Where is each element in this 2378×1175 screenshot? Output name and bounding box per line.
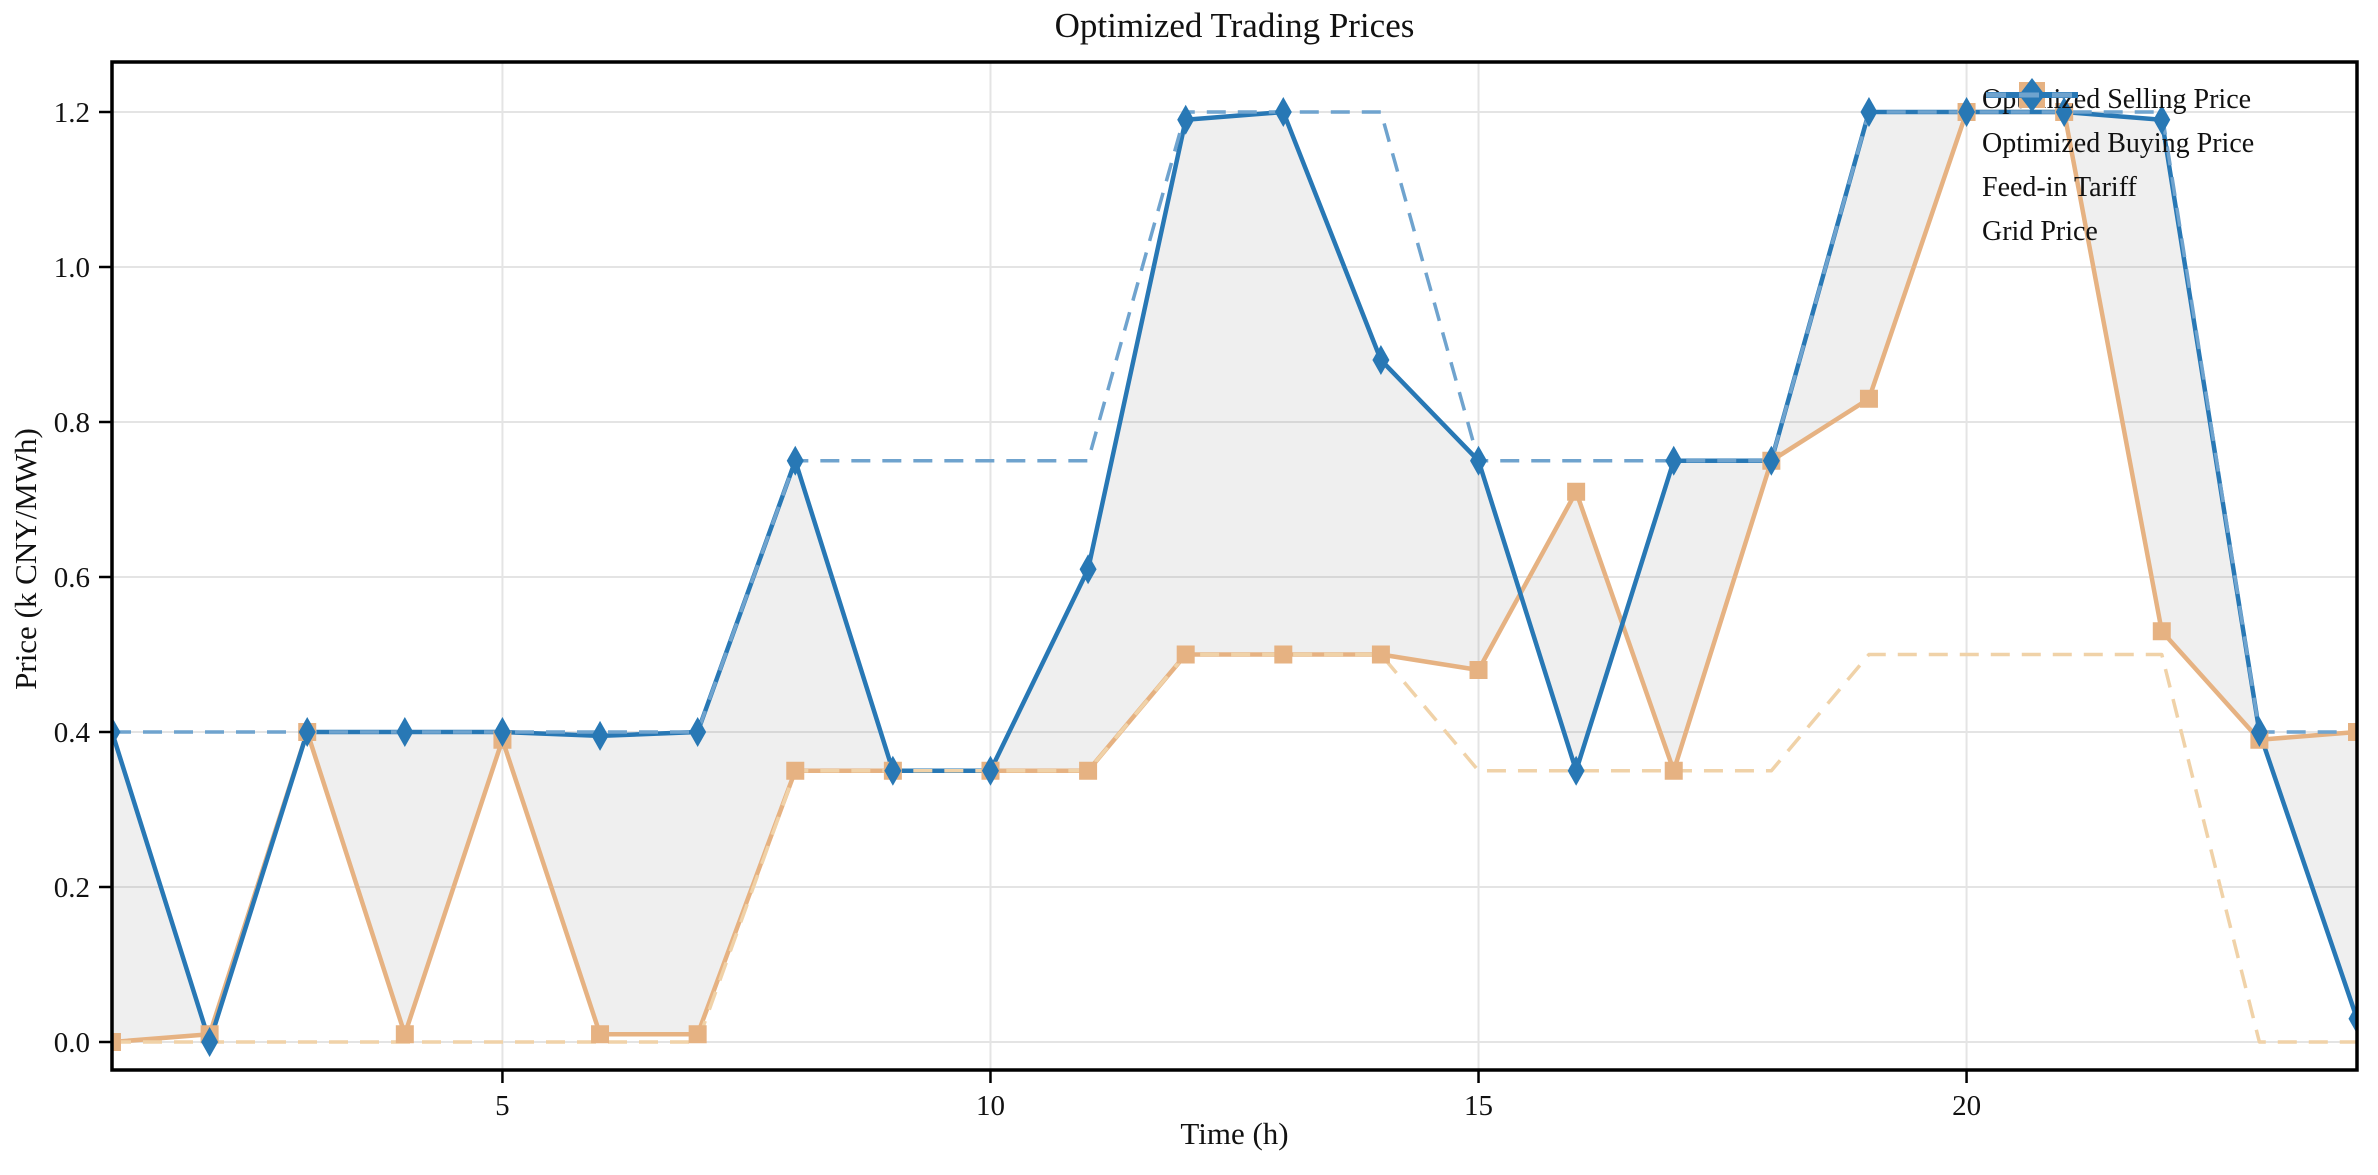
- legend-item-feed-in-tariff: Feed-in Tariff: [1982, 92, 2254, 210]
- y-tick-label: 1.2: [54, 97, 90, 129]
- y-tick-label: 1.0: [54, 252, 90, 284]
- y-tick-label: 0.8: [54, 407, 90, 439]
- data-point-diamond: [1274, 97, 1292, 127]
- x-axis-label: Time (h): [1180, 1116, 1289, 1151]
- data-point-diamond: [1567, 755, 1585, 786]
- x-tick-label: 5: [495, 1090, 510, 1122]
- x-tick-label: 15: [1464, 1090, 1493, 1122]
- legend-item-buying: Optimized Buying Price: [1982, 78, 2255, 166]
- data-point-diamond: [493, 717, 511, 747]
- data-point-diamond: [786, 445, 804, 476]
- data-point-square: [1859, 389, 1878, 408]
- data-point-diamond: [1470, 445, 1488, 476]
- data-point-square: [1664, 761, 1683, 780]
- y-axis-label: Price (k CNY/MWh): [8, 428, 43, 690]
- x-tick-label: 10: [976, 1090, 1005, 1122]
- data-point-diamond: [112, 717, 121, 747]
- legend-item-grid-price: Grid Price: [1982, 92, 2254, 254]
- legend-label: Feed-in Tariff: [1982, 172, 2137, 203]
- data-point-diamond: [2153, 104, 2171, 135]
- series-line-3: [112, 652, 2357, 1044]
- x-tick-label: 20: [1952, 1090, 1981, 1122]
- data-point-diamond: [396, 717, 414, 747]
- legend: Optimized Selling Price Optimized Buying…: [1982, 78, 2254, 254]
- data-point-diamond: [2250, 717, 2268, 747]
- data-point-square: [591, 1025, 610, 1044]
- data-point-diamond: [689, 717, 707, 747]
- y-tick-label: 0.2: [54, 872, 90, 904]
- data-point-diamond: [981, 755, 999, 786]
- grid-price-dashed-swatch-icon: [1986, 92, 2078, 98]
- fill-between-region: [112, 112, 2357, 1042]
- data-point-square: [1567, 482, 1586, 501]
- legend-label: Optimized Buying Price: [1982, 128, 2255, 159]
- data-point-square: [786, 761, 805, 780]
- data-point-diamond: [591, 720, 609, 751]
- chart-title: Optimized Trading Prices: [1054, 6, 1415, 45]
- data-point-diamond: [1762, 445, 1780, 476]
- data-point-square: [1079, 761, 1098, 780]
- data-point-square: [1274, 645, 1293, 664]
- data-point-diamond: [2055, 97, 2073, 127]
- data-point-diamond: [298, 717, 316, 747]
- data-point-square: [1176, 645, 1195, 664]
- data-point-diamond: [1665, 445, 1683, 476]
- legend-label: Grid Price: [1982, 216, 2098, 247]
- axes-frame: [110, 60, 2359, 1072]
- y-tick-label: 0.6: [54, 562, 90, 594]
- data-point-diamond: [1372, 345, 1390, 375]
- y-tick-label: 0.4: [54, 717, 91, 749]
- data-point-square: [395, 1025, 414, 1044]
- data-point-diamond: [1079, 554, 1097, 585]
- data-point-square: [2348, 723, 2357, 741]
- plot-area: [112, 97, 2357, 1057]
- y-tick-label: 0.0: [54, 1027, 90, 1059]
- diamond-markers: [112, 97, 2357, 1057]
- data-point-diamond: [1958, 97, 1976, 127]
- data-point-diamond: [884, 755, 902, 786]
- data-point-square: [688, 1025, 707, 1044]
- data-point-square: [112, 1033, 121, 1051]
- data-point-diamond: [1177, 104, 1195, 135]
- data-point-diamond: [1860, 97, 1878, 127]
- data-point-square: [1469, 661, 1488, 679]
- data-point-diamond: [201, 1027, 219, 1057]
- series-line-4: [112, 110, 2357, 734]
- axis-ticks: 5 10 15 20 0.0 0.2 0.4 0.6 0.8 1.0 1.2: [54, 97, 1981, 1122]
- data-point-square: [1371, 645, 1390, 664]
- data-point-square: [2152, 622, 2171, 641]
- data-point-diamond: [2348, 1003, 2357, 1034]
